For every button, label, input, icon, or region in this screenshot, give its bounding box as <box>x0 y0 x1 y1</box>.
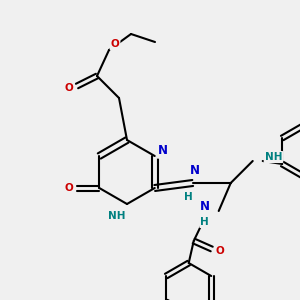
Text: N: N <box>158 145 168 158</box>
Text: NH: NH <box>108 211 126 221</box>
Text: O: O <box>65 183 74 193</box>
Text: NH: NH <box>265 152 282 162</box>
Text: N: N <box>190 164 200 178</box>
Text: O: O <box>64 83 74 93</box>
Text: H: H <box>184 192 193 202</box>
Text: N: N <box>200 200 210 214</box>
Text: H: H <box>200 217 209 227</box>
Text: O: O <box>111 39 119 49</box>
Text: O: O <box>215 246 224 256</box>
